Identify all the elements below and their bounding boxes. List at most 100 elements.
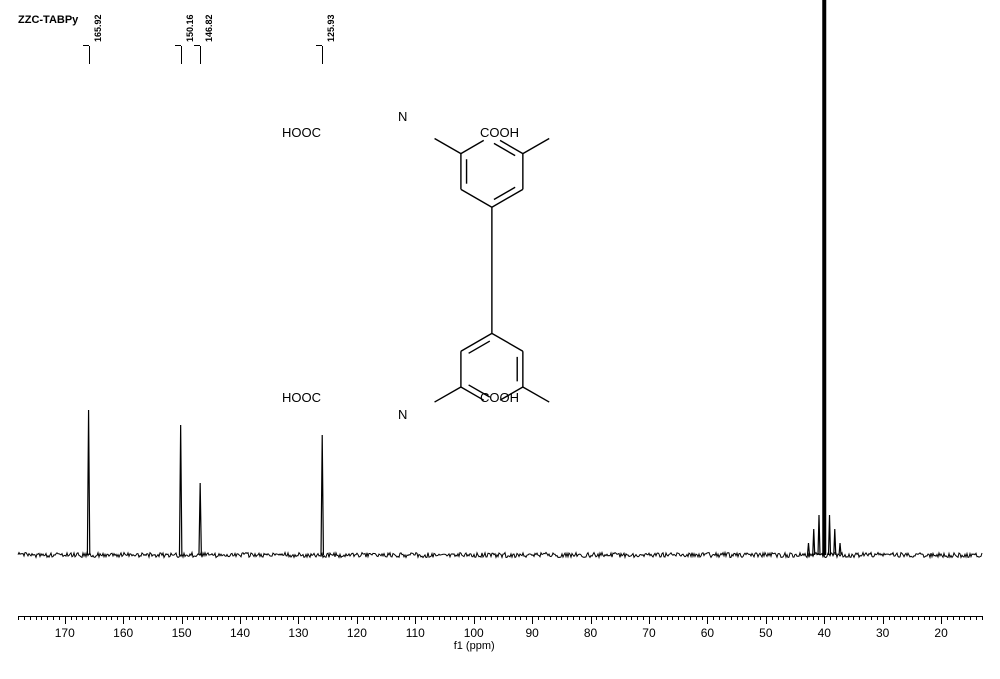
axis-minor-tick — [88, 616, 89, 620]
axis-minor-tick — [959, 616, 960, 620]
axis-minor-tick — [106, 616, 107, 620]
axis-minor-tick — [550, 616, 551, 620]
axis-major-tick — [883, 616, 884, 624]
axis-minor-tick — [211, 616, 212, 620]
axis-minor-tick — [596, 616, 597, 620]
axis-minor-tick — [918, 616, 919, 620]
axis-minor-tick — [351, 616, 352, 620]
axis-tick-label: 140 — [230, 626, 250, 640]
axis-minor-tick — [468, 616, 469, 620]
axis-major-tick — [766, 616, 767, 624]
axis-minor-tick — [713, 616, 714, 620]
axis-minor-tick — [135, 616, 136, 620]
axis-minor-tick — [263, 616, 264, 620]
axis-minor-tick — [404, 616, 405, 620]
axis-minor-tick — [637, 616, 638, 620]
axis-minor-tick — [520, 616, 521, 620]
axis-minor-tick — [316, 616, 317, 620]
axis-minor-tick — [801, 616, 802, 620]
axis-minor-tick — [719, 616, 720, 620]
axis-minor-tick — [380, 616, 381, 620]
axis-minor-tick — [567, 616, 568, 620]
axis-minor-tick — [164, 616, 165, 620]
axis-minor-tick — [509, 616, 510, 620]
axis-minor-tick — [754, 616, 755, 620]
axis-minor-tick — [82, 616, 83, 620]
axis-minor-tick — [47, 616, 48, 620]
axis-major-tick — [649, 616, 650, 624]
axis-major-tick — [707, 616, 708, 624]
axis-minor-tick — [59, 616, 60, 620]
axis-minor-tick — [269, 616, 270, 620]
axis-minor-tick — [585, 616, 586, 620]
axis-minor-tick — [538, 616, 539, 620]
axis-minor-tick — [246, 616, 247, 620]
axis-minor-tick — [392, 616, 393, 620]
axis-tick-label: 90 — [525, 626, 538, 640]
axis-minor-tick — [684, 616, 685, 620]
axis-minor-tick — [579, 616, 580, 620]
axis-minor-tick — [678, 616, 679, 620]
axis-minor-tick — [111, 616, 112, 620]
axis-minor-tick — [433, 616, 434, 620]
axis-minor-tick — [503, 616, 504, 620]
axis-minor-tick — [947, 616, 948, 620]
axis-minor-tick — [427, 616, 428, 620]
axis-minor-tick — [234, 616, 235, 620]
axis-major-tick — [415, 616, 416, 624]
axis-tick-label: 80 — [584, 626, 597, 640]
axis-tick-label: 160 — [113, 626, 133, 640]
axis-minor-tick — [795, 616, 796, 620]
axis-minor-tick — [222, 616, 223, 620]
axis-minor-tick — [252, 616, 253, 620]
axis-minor-tick — [970, 616, 971, 620]
axis-minor-tick — [976, 616, 977, 620]
axis-minor-tick — [456, 616, 457, 620]
axis-minor-tick — [258, 616, 259, 620]
axis-minor-tick — [982, 616, 983, 620]
axis-tick-label: 40 — [818, 626, 831, 640]
axis-minor-tick — [275, 616, 276, 620]
axis-minor-tick — [924, 616, 925, 620]
axis-minor-tick — [176, 616, 177, 620]
axis-minor-tick — [760, 616, 761, 620]
axis-minor-tick — [836, 616, 837, 620]
axis-tick-label: 60 — [701, 626, 714, 640]
axis-minor-tick — [859, 616, 860, 620]
axis-major-tick — [591, 616, 592, 624]
axis-minor-tick — [374, 616, 375, 620]
axis-minor-tick — [953, 616, 954, 620]
axis-minor-tick — [672, 616, 673, 620]
axis-minor-tick — [871, 616, 872, 620]
axis-title: f1 (ppm) — [454, 640, 495, 652]
axis-minor-tick — [526, 616, 527, 620]
axis-minor-tick — [818, 616, 819, 620]
axis-minor-tick — [193, 616, 194, 620]
axis-minor-tick — [912, 616, 913, 620]
axis-minor-tick — [702, 616, 703, 620]
axis-tick-label: 20 — [934, 626, 947, 640]
axis-major-tick — [824, 616, 825, 624]
axis-minor-tick — [783, 616, 784, 620]
axis-minor-tick — [626, 616, 627, 620]
axis-line — [18, 616, 982, 617]
axis-minor-tick — [76, 616, 77, 620]
axis-minor-tick — [877, 616, 878, 620]
axis-minor-tick — [398, 616, 399, 620]
axis-minor-tick — [544, 616, 545, 620]
axis-tick-label: 30 — [876, 626, 889, 640]
axis-minor-tick — [497, 616, 498, 620]
axis-minor-tick — [573, 616, 574, 620]
axis-minor-tick — [906, 616, 907, 620]
axis-minor-tick — [614, 616, 615, 620]
axis-minor-tick — [667, 616, 668, 620]
axis-minor-tick — [620, 616, 621, 620]
axis-minor-tick — [41, 616, 42, 620]
axis-minor-tick — [100, 616, 101, 620]
axis-minor-tick — [608, 616, 609, 620]
axis-minor-tick — [515, 616, 516, 620]
axis-minor-tick — [848, 616, 849, 620]
axis-minor-tick — [421, 616, 422, 620]
axis-minor-tick — [328, 616, 329, 620]
axis-minor-tick — [322, 616, 323, 620]
